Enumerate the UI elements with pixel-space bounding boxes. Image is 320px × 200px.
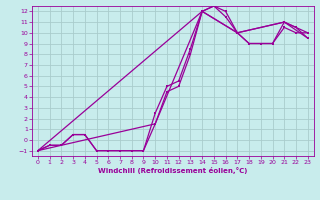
X-axis label: Windchill (Refroidissement éolien,°C): Windchill (Refroidissement éolien,°C) — [98, 167, 247, 174]
